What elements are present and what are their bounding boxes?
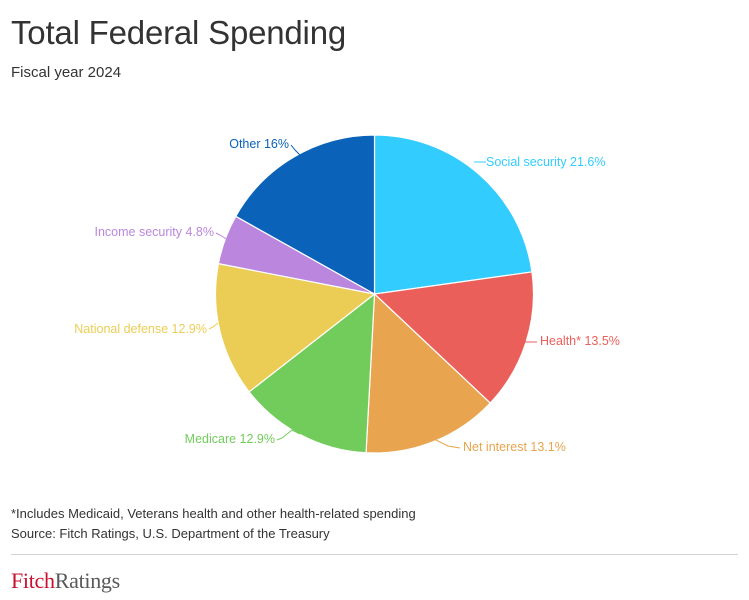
pie-label: Other 16% — [229, 137, 289, 151]
pie-slice-net-interest — [365, 293, 491, 454]
pie-slice-other — [235, 134, 376, 295]
pie-leader-lines — [208, 144, 537, 449]
pie-label: Net interest 13.1% — [463, 440, 566, 454]
chart-title: Total Federal Spending — [11, 14, 346, 51]
pie-label: Health* 13.5% — [540, 334, 620, 348]
pie-slices — [214, 134, 535, 454]
chart-subtitle: Fiscal year 2024 — [11, 64, 122, 81]
leader-line — [215, 232, 229, 241]
pie-slice-social-security — [373, 134, 533, 295]
pie-label: National defense 12.9% — [74, 322, 207, 336]
leader-line — [429, 436, 461, 449]
pie-slice-medicare — [248, 293, 376, 454]
footnote: *Includes Medicaid, Veterans health and … — [11, 506, 416, 521]
leader-line — [515, 337, 537, 343]
logo-fitch-text: Fitch — [11, 568, 55, 593]
pie-label: Social security 21.6% — [486, 155, 606, 169]
source-note: Source: Fitch Ratings, U.S. Department o… — [11, 526, 330, 541]
pie-label: Income security 4.8% — [95, 225, 215, 239]
leader-line — [290, 144, 301, 156]
pie-slice-national-defense — [214, 263, 376, 393]
pie-labels: Social security 21.6% Health* 13.5% Net in… — [74, 137, 620, 454]
leader-line — [208, 322, 219, 330]
logo-ratings-text: Ratings — [54, 568, 120, 593]
footer-divider — [11, 554, 738, 555]
pie-label: Medicare 12.9% — [185, 432, 275, 446]
leader-line — [276, 429, 301, 441]
fitch-ratings-logo: FitchRatings — [11, 568, 120, 594]
